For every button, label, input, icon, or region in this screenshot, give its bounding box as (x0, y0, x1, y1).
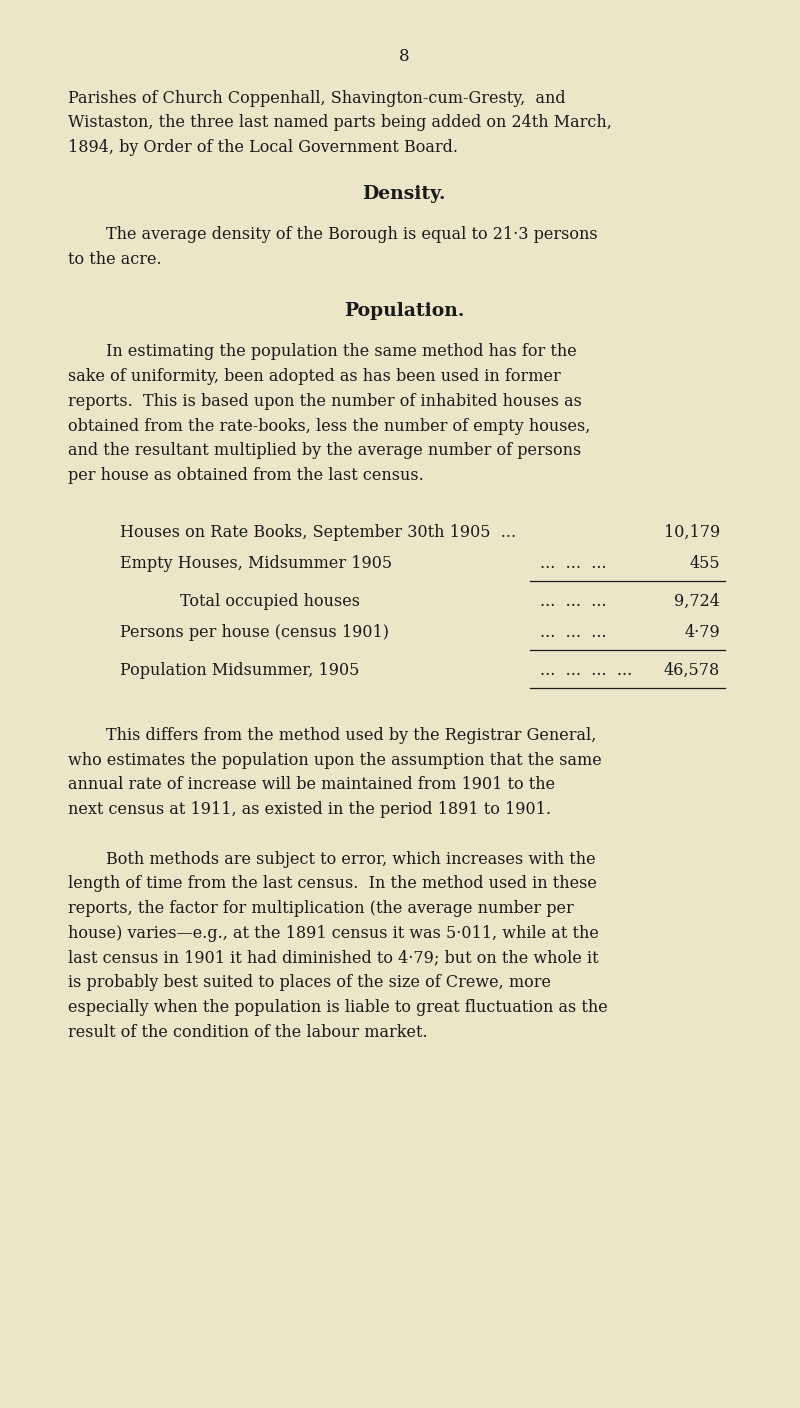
Text: obtained from the rate-books, less the number of empty houses,: obtained from the rate-books, less the n… (68, 418, 590, 435)
Text: 8: 8 (398, 48, 410, 65)
Text: sake of uniformity, been adopted as has been used in former: sake of uniformity, been adopted as has … (68, 367, 561, 386)
Text: Total occupied houses: Total occupied houses (180, 593, 360, 610)
Text: per house as obtained from the last census.: per house as obtained from the last cens… (68, 467, 424, 484)
Text: who estimates the population upon the assumption that the same: who estimates the population upon the as… (68, 752, 602, 769)
Text: Wistaston, the three last named parts being added on 24th March,: Wistaston, the three last named parts be… (68, 114, 612, 131)
Text: to the acre.: to the acre. (68, 251, 162, 268)
Text: 9,724: 9,724 (674, 593, 720, 610)
Text: is probably best suited to places of the size of Crewe, more: is probably best suited to places of the… (68, 974, 551, 991)
Text: The average density of the Borough is equal to 21·3 persons: The average density of the Borough is eq… (106, 227, 598, 244)
Text: Parishes of Church Coppenhall, Shavington-cum-Gresty,  and: Parishes of Church Coppenhall, Shavingto… (68, 90, 566, 107)
Text: In estimating the population the same method has for the: In estimating the population the same me… (106, 344, 577, 360)
Text: Houses on Rate Books, September 30th 1905  ...: Houses on Rate Books, September 30th 190… (120, 524, 516, 541)
Text: Persons per house (census 1901): Persons per house (census 1901) (120, 624, 389, 641)
Text: last census in 1901 it had diminished to 4·79; but on the whole it: last census in 1901 it had diminished to… (68, 949, 598, 966)
Text: and the resultant multiplied by the average number of persons: and the resultant multiplied by the aver… (68, 442, 582, 459)
Text: house) varies—e.g., at the 1891 census it was 5·011, while at the: house) varies—e.g., at the 1891 census i… (68, 925, 599, 942)
Text: result of the condition of the labour market.: result of the condition of the labour ma… (68, 1024, 428, 1041)
Text: annual rate of increase will be maintained from 1901 to the: annual rate of increase will be maintain… (68, 776, 555, 794)
Text: 10,179: 10,179 (664, 524, 720, 541)
Text: Empty Houses, Midsummer 1905: Empty Houses, Midsummer 1905 (120, 555, 392, 572)
Text: reports, the factor for multiplication (the average number per: reports, the factor for multiplication (… (68, 900, 574, 917)
Text: next census at 1911, as existed in the period 1891 to 1901.: next census at 1911, as existed in the p… (68, 801, 551, 818)
Text: This differs from the method used by the Registrar General,: This differs from the method used by the… (106, 727, 596, 743)
Text: 455: 455 (690, 555, 720, 572)
Text: Density.: Density. (362, 184, 446, 203)
Text: Both methods are subject to error, which increases with the: Both methods are subject to error, which… (106, 850, 596, 867)
Text: length of time from the last census.  In the method used in these: length of time from the last census. In … (68, 876, 597, 893)
Text: reports.  This is based upon the number of inhabited houses as: reports. This is based upon the number o… (68, 393, 582, 410)
Text: ...  ...  ...: ... ... ... (540, 624, 606, 641)
Text: 1894, by Order of the Local Government Board.: 1894, by Order of the Local Government B… (68, 139, 458, 156)
Text: Population Midsummer, 1905: Population Midsummer, 1905 (120, 662, 359, 679)
Text: Population.: Population. (344, 303, 464, 320)
Text: especially when the population is liable to great fluctuation as the: especially when the population is liable… (68, 1000, 608, 1017)
Text: ...  ...  ...: ... ... ... (540, 593, 606, 610)
Text: ...  ...  ...: ... ... ... (540, 555, 606, 572)
Text: 46,578: 46,578 (664, 662, 720, 679)
Text: ...  ...  ...  ...: ... ... ... ... (540, 662, 632, 679)
Text: 4·79: 4·79 (684, 624, 720, 641)
